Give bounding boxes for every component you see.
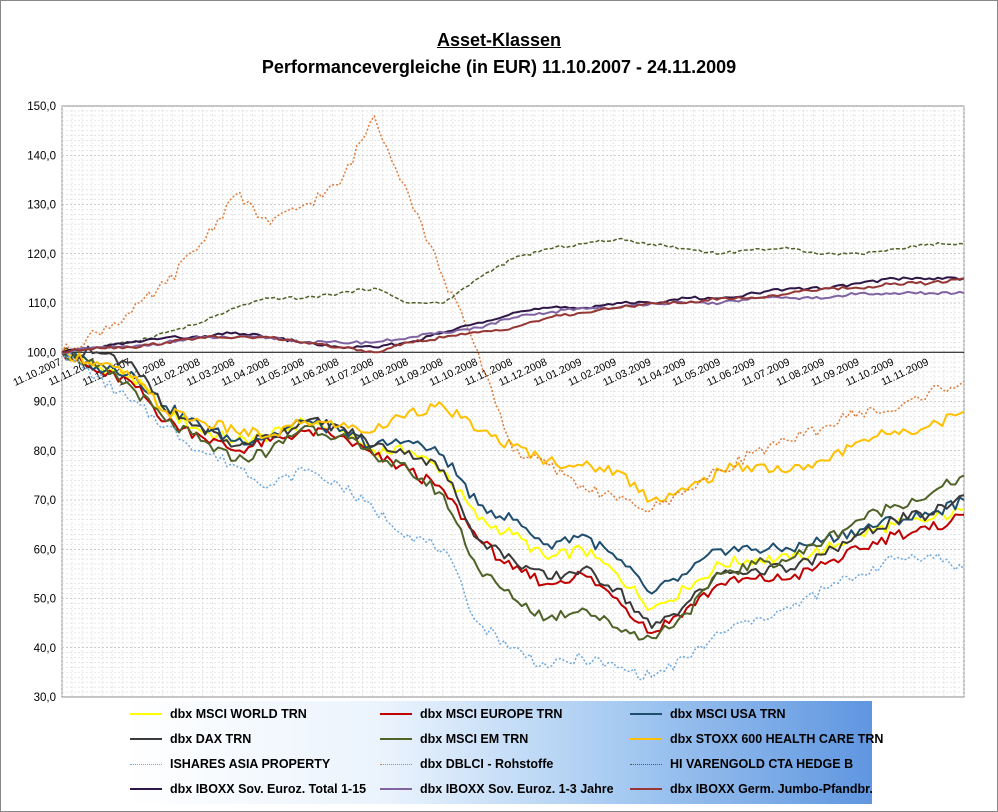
chart-title: Asset-Klassen xyxy=(436,30,562,50)
legend-swatch xyxy=(130,738,162,740)
legend-label: dbx STOXX 600 HEALTH CARE TRN xyxy=(670,732,884,746)
legend-item: dbx DAX TRN xyxy=(130,729,251,749)
series-line xyxy=(61,115,965,513)
series-line xyxy=(61,348,965,503)
legend-label: dbx IBOXX Germ. Jumbo-Pfandbr. xyxy=(670,782,873,796)
legend-swatch xyxy=(130,788,162,790)
series-line xyxy=(61,351,965,634)
legend-label: dbx IBOXX Sov. Euroz. Total 1-15 xyxy=(170,782,367,796)
series-line xyxy=(62,237,965,354)
y-tick-label: 30,0 xyxy=(34,692,56,704)
series-line xyxy=(61,277,965,354)
legend-item: dbx DBLCI - Rohstoffe xyxy=(380,754,553,774)
y-tick-label: 80,0 xyxy=(34,446,56,458)
legend-label: dbx MSCI EM TRN xyxy=(420,732,529,746)
legend-item: dbx STOXX 600 HEALTH CARE TRN xyxy=(630,729,883,749)
legend-swatch xyxy=(630,713,662,715)
legend-label: ISHARES ASIA PROPERTY xyxy=(170,757,331,771)
y-tick-label: 100,0 xyxy=(27,347,56,359)
legend-label: dbx DBLCI - Rohstoffe xyxy=(420,757,554,771)
chart-subtitle: Performancevergleiche (in EUR) 11.10.200… xyxy=(261,57,737,77)
legend-item: dbx MSCI WORLD TRN xyxy=(130,704,307,724)
y-tick-label: 120,0 xyxy=(27,249,56,261)
y-tick-label: 70,0 xyxy=(34,495,56,507)
legend-label: dbx IBOXX Sov. Euroz. 1-3 Jahre xyxy=(420,782,614,796)
legend-item: ISHARES ASIA PROPERTY xyxy=(130,754,330,774)
y-tick-label: 50,0 xyxy=(34,594,56,606)
legend-swatch xyxy=(630,738,662,740)
series-line xyxy=(61,290,965,355)
legend-item: dbx IBOXX Germ. Jumbo-Pfandbr. xyxy=(630,779,873,799)
legend-swatch xyxy=(130,763,162,765)
y-tick-label: 150,0 xyxy=(27,101,56,113)
legend-item: HI VARENGOLD CTA HEDGE B xyxy=(630,754,853,774)
y-tick-label: 140,0 xyxy=(27,150,56,162)
y-tick-label: 60,0 xyxy=(34,544,56,556)
legend-swatch xyxy=(380,788,412,790)
legend-item: dbx IBOXX Sov. Euroz. Total 1-15 xyxy=(130,779,366,799)
legend-item: dbx MSCI EUROPE TRN xyxy=(380,704,562,724)
legend-swatch xyxy=(130,713,162,715)
series-line xyxy=(61,345,965,629)
y-tick-label: 110,0 xyxy=(28,298,56,310)
y-tick-label: 90,0 xyxy=(34,397,56,409)
legend-swatch xyxy=(630,763,662,765)
chart-legend: dbx MSCI WORLD TRN dbx MSCI EUROPE TRN dbx… xyxy=(125,701,883,804)
legend-item: dbx MSCI USA TRN xyxy=(630,704,786,724)
legend-label: dbx MSCI USA TRN xyxy=(670,707,786,721)
legend-swatch xyxy=(380,763,412,765)
legend-label: HI VARENGOLD CTA HEDGE B xyxy=(670,757,854,771)
y-tick-label: 40,0 xyxy=(34,643,56,655)
series-line xyxy=(61,350,965,611)
legend-swatch xyxy=(630,788,662,790)
legend-label: dbx MSCI WORLD TRN xyxy=(170,707,307,721)
legend-swatch xyxy=(380,738,412,740)
legend-item: dbx MSCI EM TRN xyxy=(380,729,528,749)
legend-label: dbx DAX TRN xyxy=(170,732,252,746)
legend-swatch xyxy=(380,713,412,715)
legend-item: dbx IBOXX Sov. Euroz. 1-3 Jahre xyxy=(380,779,614,799)
y-tick-label: 130,0 xyxy=(27,200,56,212)
legend-label: dbx MSCI EUROPE TRN xyxy=(420,707,563,721)
series-line xyxy=(61,351,965,641)
